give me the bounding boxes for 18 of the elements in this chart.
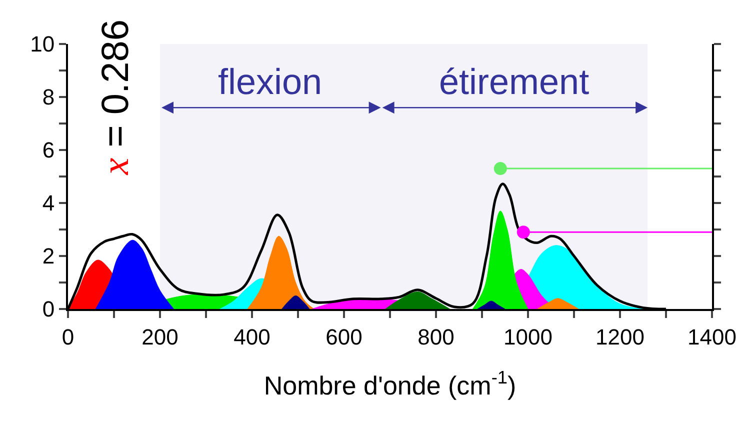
y-tick-label: 0 bbox=[42, 296, 55, 322]
band-label: flexion bbox=[218, 61, 322, 102]
x-tick-label: 1000 bbox=[504, 324, 552, 350]
y-tick-label: 2 bbox=[42, 244, 55, 269]
x-tick-label: 600 bbox=[326, 324, 362, 350]
y-tick-label: 8 bbox=[42, 84, 55, 110]
x-tick-label: 1400 bbox=[688, 324, 736, 350]
x-tick-label: 400 bbox=[234, 324, 270, 350]
y-tick-label: 4 bbox=[42, 190, 55, 216]
x-tick-label: 800 bbox=[418, 324, 454, 350]
y-tick-label: 6 bbox=[42, 138, 55, 163]
band-label: étirement bbox=[439, 61, 590, 102]
x-tick-label: 0 bbox=[62, 324, 74, 350]
x-axis-title: Nombre d'onde (cm$^{-1}$) bbox=[264, 368, 516, 401]
annotation: x = 0.286 bbox=[94, 20, 137, 176]
x-tick-label: 200 bbox=[142, 324, 178, 350]
x-tick-label: 1200 bbox=[596, 324, 644, 350]
y-tick-label: 10 bbox=[30, 32, 55, 57]
